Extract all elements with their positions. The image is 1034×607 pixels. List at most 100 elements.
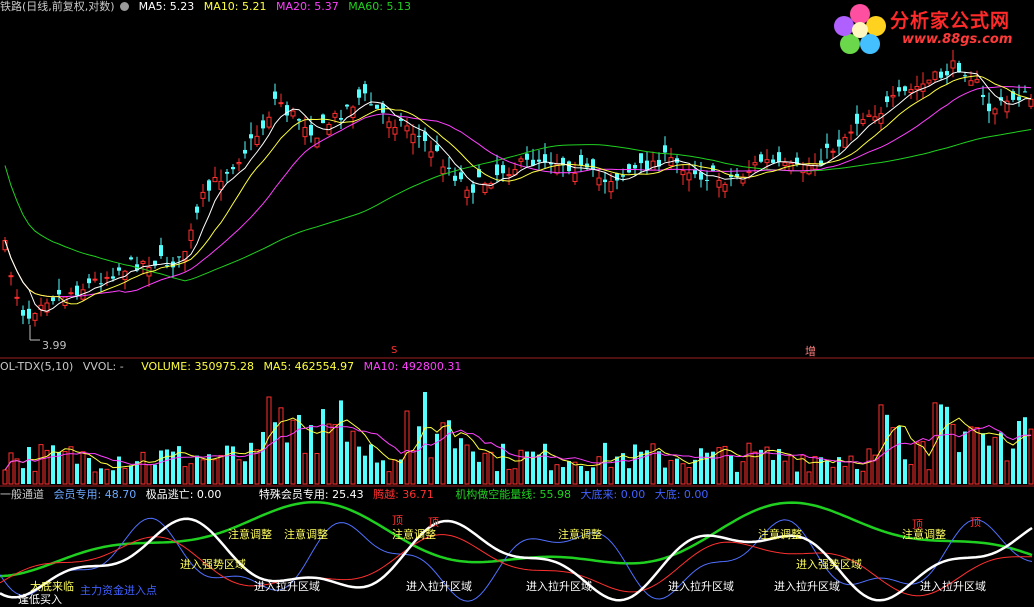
candle-body (75, 285, 79, 296)
volume-bar (146, 464, 152, 485)
volume-bar (2, 469, 8, 485)
volume-bar (825, 460, 829, 484)
candle-body (830, 150, 836, 153)
volume-bar (57, 451, 61, 484)
settings-circle-icon[interactable] (120, 2, 130, 11)
volume-bar (819, 457, 823, 484)
volume-bar (735, 471, 739, 484)
buy-tag: 逢低买入 (18, 593, 62, 606)
volume-title[interactable]: OL-TDX(5,10) (0, 360, 74, 373)
pullback-tag: 注意调整 (284, 528, 328, 541)
candle-body (663, 145, 667, 153)
candle-body (992, 108, 998, 115)
candle-body (999, 97, 1003, 101)
volume-bar (350, 430, 356, 485)
candle-body (392, 126, 398, 135)
chart-title[interactable]: 铁路(日线,前复权,对数) (0, 0, 115, 13)
volume-bar (848, 455, 854, 485)
volume-bar (650, 443, 656, 485)
candle-body (477, 169, 481, 178)
candle-body (99, 283, 103, 285)
candle-body (825, 143, 829, 148)
candle-body (819, 160, 823, 166)
volume-bar (471, 451, 475, 484)
volume-bar (968, 426, 974, 485)
volume-ma10-line (4, 424, 1032, 471)
volume-bar (729, 455, 733, 484)
candle-body (885, 96, 889, 103)
candle-body (650, 160, 656, 171)
volume-bar (62, 451, 68, 485)
lift-zone-tag: 进入拉升区域 (406, 580, 472, 593)
ma10-line (4, 75, 1032, 305)
strong-zone-tag: 进入强势区域 (180, 558, 246, 571)
candle-body (908, 89, 914, 94)
volume-bar (104, 468, 110, 485)
lift-zone-tag: 进入拉升区域 (254, 580, 320, 593)
candle-body (596, 177, 602, 186)
volume-bar (1028, 428, 1034, 485)
bottom-readout: 大底: 0.00 (654, 488, 709, 501)
lift-zone-tag: 进入拉升区域 (526, 580, 592, 593)
candle-body (752, 162, 758, 166)
candle-body (243, 149, 247, 154)
candle-body (579, 155, 583, 166)
volume-bar (963, 431, 967, 484)
volume-bar (375, 462, 379, 484)
volume-bar (771, 459, 775, 484)
volume-bar (417, 426, 421, 484)
candle-body (981, 94, 985, 98)
candle-body (195, 206, 199, 213)
volume-bar (243, 461, 247, 484)
volume-bar (645, 450, 649, 484)
candle-body (92, 278, 98, 281)
volume-bar (332, 424, 338, 485)
candle-body (386, 121, 392, 129)
volume-bar (129, 465, 133, 484)
pullback-tag: 注意调整 (902, 528, 946, 541)
candlestick-series (2, 49, 1034, 327)
volume-bar (992, 436, 998, 485)
top-tag: 顶 (970, 516, 981, 529)
candle-body (764, 159, 770, 164)
volume-bar (278, 407, 284, 485)
candle-body (51, 297, 55, 302)
volume-bar (177, 446, 181, 484)
indicator-title[interactable]: 一般通道 (0, 488, 44, 501)
volume-bar (447, 420, 451, 484)
logo-name: 分析家公式网 (890, 10, 1011, 32)
vvol-readout: VVOL: - (82, 360, 124, 373)
volume-bar (381, 460, 385, 484)
volume-bar (339, 400, 343, 484)
indicator-line (0, 500, 1033, 578)
volume-bar (722, 445, 728, 485)
volume-bar (369, 444, 373, 484)
candle-body (177, 256, 181, 258)
volume-bar (908, 464, 914, 485)
candle-body (627, 164, 631, 173)
candle-body (188, 229, 194, 241)
pullback-tag: 注意调整 (228, 528, 272, 541)
candle-body (903, 86, 907, 91)
volume-bar (627, 468, 631, 484)
volume-bar (633, 444, 637, 484)
volume-bar (800, 454, 806, 485)
volume-bar (579, 465, 583, 484)
candle-body (501, 165, 505, 174)
special-readout: 特殊会员专用: 25.43 (258, 488, 364, 501)
volume-bar (788, 455, 794, 485)
candle-body (957, 62, 961, 73)
volume-bar (68, 446, 74, 485)
candle-body (1028, 98, 1034, 107)
volume-bar (188, 463, 194, 485)
volume-bar (21, 468, 25, 484)
candle-body (44, 302, 50, 313)
volume-bar (326, 423, 332, 485)
volume-bar (716, 447, 722, 485)
candle-body (585, 163, 589, 168)
candle-body (27, 308, 31, 319)
volume-bar (585, 471, 589, 484)
candle-body (771, 159, 775, 163)
volume-bar (974, 427, 980, 485)
